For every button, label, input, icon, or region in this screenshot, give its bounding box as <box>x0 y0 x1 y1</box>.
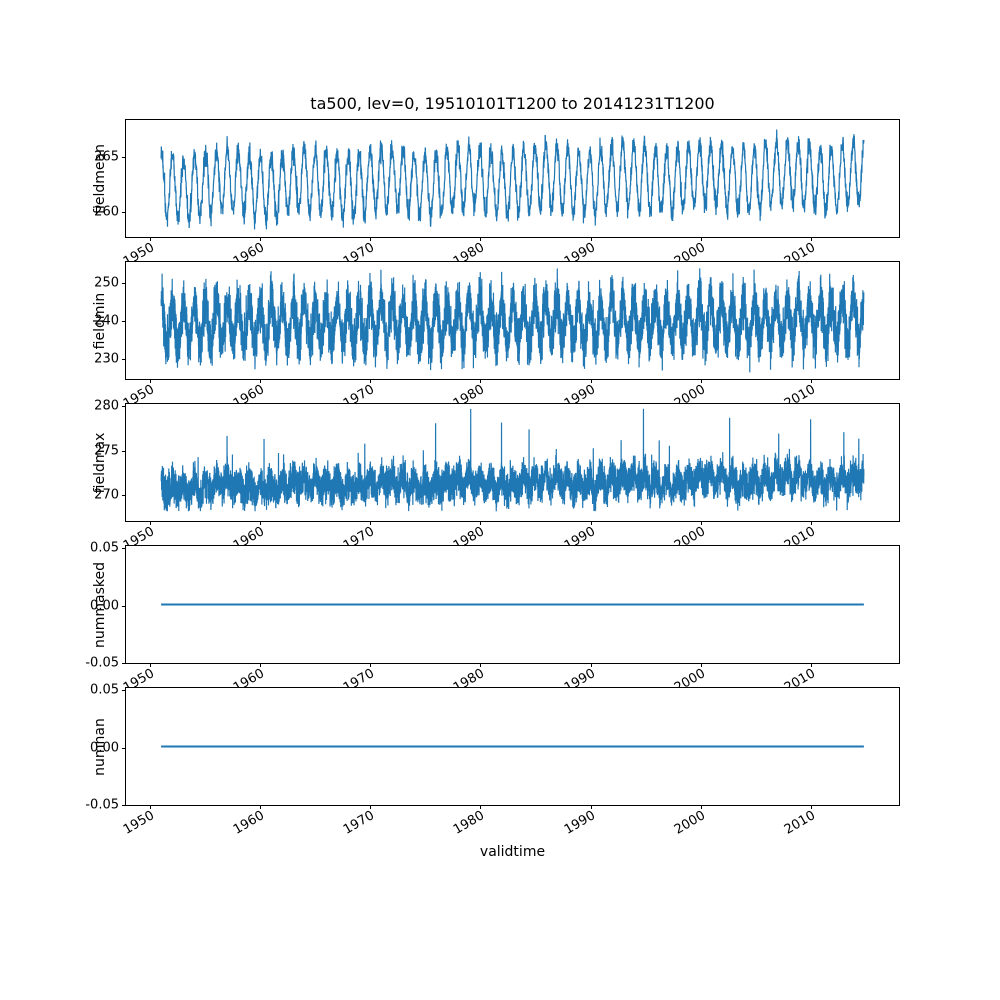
y-tick-mark <box>122 283 126 285</box>
x-tick-mark <box>480 379 482 383</box>
x-tick-mark <box>480 521 482 525</box>
y-tick-mark <box>122 359 126 361</box>
x-tick-mark <box>480 237 482 241</box>
x-tick-label: 2000 <box>671 808 708 838</box>
x-tick-mark <box>260 663 262 667</box>
fieldmax-line-plot <box>160 408 865 512</box>
fieldmin-line-plot <box>160 268 865 373</box>
subplot-fieldmean: fieldmean 260 265 1950 1960 1970 1980 1990 2000… <box>92 119 900 270</box>
y-tick-mark <box>122 662 126 664</box>
x-tick-label: 2010 <box>781 808 818 838</box>
y-axis-label: fieldmean <box>92 143 108 214</box>
y-tick-mark <box>122 157 126 159</box>
subplot-fieldmin: fieldmin 230 240 250 1950 1960 1970 1980 1990 20… <box>92 261 900 412</box>
x-tick-mark <box>700 521 702 525</box>
subplot-nummasked: nummasked -0.05 0.00 0.05 1950 1960 1970 1980 1… <box>85 542 900 696</box>
y-tick-mark <box>122 211 126 213</box>
x-tick-label: 1980 <box>451 808 488 838</box>
x-axis-label: validtime <box>479 844 546 860</box>
fieldmax-series-line <box>160 408 865 512</box>
y-tick-label: -0.05 <box>85 797 119 813</box>
x-tick-mark <box>700 805 702 809</box>
x-tick-mark <box>480 805 482 809</box>
x-tick-mark <box>480 663 482 667</box>
y-tick-label: -0.05 <box>85 655 119 671</box>
x-tick-label: 1950 <box>121 808 158 838</box>
y-tick-label: 275 <box>94 443 119 459</box>
x-tick-label: 1960 <box>231 808 268 838</box>
numnan-line-plot <box>161 745 864 748</box>
x-tick-mark <box>700 379 702 383</box>
x-tick-mark <box>260 379 262 383</box>
x-tick-mark <box>810 805 812 809</box>
x-tick-mark <box>150 379 152 383</box>
y-tick-label: 260 <box>94 204 119 220</box>
x-tick-mark <box>150 237 152 241</box>
y-tick-mark <box>122 450 126 452</box>
y-tick-mark <box>122 405 126 407</box>
x-tick-mark <box>370 663 372 667</box>
x-tick-mark <box>590 237 592 241</box>
x-tick-mark <box>150 663 152 667</box>
x-tick-mark <box>150 805 152 809</box>
y-tick-label: 230 <box>94 351 119 367</box>
y-tick-label: 0.00 <box>90 598 119 613</box>
x-tick-mark <box>370 805 372 809</box>
y-tick-mark <box>122 495 126 497</box>
x-tick-mark <box>260 521 262 525</box>
subplot-numnan: numnan -0.05 0.00 0.05 1950 1960 1970 1980 1990… <box>85 684 900 838</box>
y-tick-mark <box>122 605 126 607</box>
x-tick-mark <box>810 237 812 241</box>
y-tick-label: 240 <box>94 313 119 329</box>
y-tick-mark <box>122 321 126 323</box>
subplot-fieldmax: fieldmax 270 275 280 1950 1960 1970 1980 1990 20… <box>92 399 900 554</box>
x-tick-mark <box>260 237 262 241</box>
y-tick-mark <box>122 548 126 550</box>
x-tick-label: 1990 <box>561 808 598 838</box>
x-tick-mark <box>370 237 372 241</box>
fieldmin-series-line <box>160 268 865 373</box>
y-tick-label: 0.05 <box>90 682 119 698</box>
y-tick-label: 0.00 <box>90 740 119 755</box>
x-tick-mark <box>370 379 372 383</box>
x-tick-mark <box>700 663 702 667</box>
x-tick-mark <box>810 663 812 667</box>
y-axis-label: fieldmax <box>92 432 108 493</box>
x-tick-mark <box>810 521 812 525</box>
nummasked-line-plot <box>161 603 864 606</box>
y-tick-label: 280 <box>94 398 119 414</box>
x-tick-mark <box>590 663 592 667</box>
x-tick-label: 1970 <box>341 808 378 838</box>
y-tick-mark <box>122 804 126 806</box>
x-tick-mark <box>260 805 262 809</box>
y-tick-label: 270 <box>94 487 119 503</box>
y-tick-label: 0.05 <box>90 540 119 556</box>
y-tick-label: 265 <box>94 149 119 165</box>
x-tick-mark <box>590 521 592 525</box>
x-tick-mark <box>810 379 812 383</box>
y-tick-label: 250 <box>94 275 119 291</box>
x-tick-mark <box>150 521 152 525</box>
x-tick-mark <box>590 805 592 809</box>
x-tick-mark <box>370 521 372 525</box>
x-tick-mark <box>590 379 592 383</box>
chart-title: ta500, lev=0, 19510101T1200 to 20141231T… <box>310 94 715 113</box>
fieldmean-series-line <box>160 129 865 230</box>
x-tick-mark <box>700 237 702 241</box>
fieldmean-line-plot <box>160 129 865 230</box>
y-tick-mark <box>122 690 126 692</box>
y-tick-mark <box>122 747 126 749</box>
